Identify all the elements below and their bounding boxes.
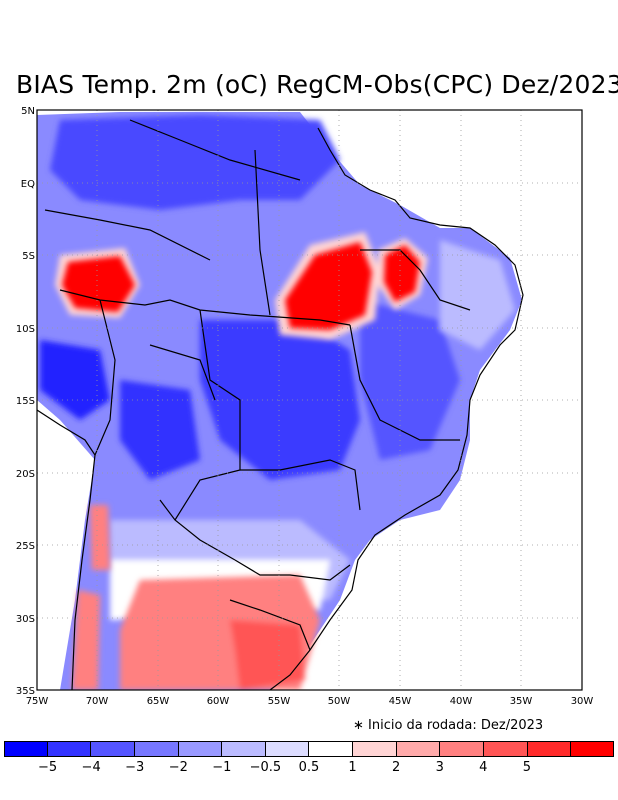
- legend-swatch: [4, 741, 48, 757]
- legend-label: −5: [37, 760, 58, 775]
- boundaries: [37, 119, 524, 690]
- border-4: [149, 344, 216, 401]
- border-9: [349, 324, 460, 441]
- west-coast: [37, 409, 96, 690]
- legend-swatch: [178, 741, 223, 757]
- legend-swatch: [265, 741, 310, 757]
- lat-label: 10S: [16, 324, 35, 335]
- border-10: [360, 249, 471, 311]
- legend-label: 4: [479, 760, 488, 775]
- lat-label: 25S: [16, 541, 35, 552]
- legend-label: −0.5: [249, 760, 282, 775]
- lon-label: 55W: [268, 696, 291, 707]
- border-11: [159, 499, 236, 561]
- legend-label: 5: [522, 760, 531, 775]
- legend-label: −3: [125, 760, 145, 775]
- legend-swatch: [353, 741, 397, 757]
- footnote: ∗ Inicio da rodada: Dez/2023: [353, 718, 544, 733]
- border-5: [240, 459, 361, 511]
- warm-hotspot-ne: [384, 245, 420, 302]
- cold-core-north: [50, 115, 340, 210]
- border-3: [94, 299, 116, 456]
- border-1: [59, 289, 351, 326]
- legend-label: 2: [392, 760, 401, 775]
- legend-label: −4: [81, 760, 101, 775]
- weak-bias-east: [440, 240, 515, 350]
- coastline: [269, 127, 524, 690]
- lat-label: EQ: [21, 179, 35, 190]
- warm-andes-north: [90, 505, 110, 570]
- lon-label: 70W: [86, 696, 109, 707]
- lon-label: 35W: [510, 696, 533, 707]
- legend-swatch: [47, 741, 92, 757]
- warm-hotspot-central: [285, 242, 372, 330]
- border-7: [229, 599, 311, 651]
- legend-swatch: [527, 741, 572, 757]
- legend-label: −2: [168, 760, 188, 775]
- cold-core-northeast: [360, 300, 460, 460]
- bias-field: [37, 112, 522, 690]
- legend-swatch: [440, 741, 485, 757]
- legend-label: 3: [435, 760, 444, 775]
- lat-label: 30S: [16, 614, 35, 625]
- legend-swatch: [571, 741, 614, 757]
- lon-label: 45W: [389, 696, 412, 707]
- lon-label: 40W: [450, 696, 473, 707]
- lon-label: 30W: [571, 696, 594, 707]
- legend-swatch: [222, 741, 266, 757]
- border-2: [174, 309, 241, 521]
- lon-label: 50W: [328, 696, 351, 707]
- lat-label: 35S: [16, 686, 35, 697]
- lat-label: 20S: [16, 469, 35, 480]
- legend-swatch: [91, 741, 135, 757]
- legend-swatch: [134, 741, 179, 757]
- legend-swatch: [484, 741, 528, 757]
- legend-label: 1: [348, 760, 357, 775]
- legend-label: −1: [212, 760, 232, 775]
- lat-label: 15S: [16, 396, 35, 407]
- lon-label: 60W: [207, 696, 230, 707]
- color-legend: [4, 741, 614, 757]
- warm-hotspot-west: [62, 256, 135, 312]
- legend-labels: −5 −4 −3 −2 −1 −0.5 0.5 1 2 3 4 5: [0, 760, 618, 778]
- lon-labels: 75W 70W 65W 60W 55W 50W 45W 40W 35W 30W: [26, 696, 594, 707]
- lon-label: 65W: [147, 696, 170, 707]
- border-12: [129, 119, 301, 181]
- graticule: [37, 110, 582, 690]
- legend-swatch: [309, 741, 354, 757]
- plot-frame: [36, 109, 583, 691]
- lat-label: 5S: [22, 251, 35, 262]
- border-13: [44, 209, 211, 261]
- border-8: [254, 149, 271, 316]
- lon-label: 75W: [26, 696, 49, 707]
- lat-labels: 5N EQ 5S 10S 15S 20S 25S 30S 35S: [16, 106, 35, 697]
- legend-swatch: [396, 741, 441, 757]
- legend-label: 0.5: [298, 760, 320, 775]
- border-6: [234, 559, 351, 581]
- warm-andes: [72, 590, 100, 690]
- warm-south-core: [230, 620, 305, 690]
- lat-label: 5N: [21, 106, 35, 117]
- map-title: BIAS Temp. 2m (oC) RegCM-Obs(CPC) Dez/20…: [16, 70, 618, 99]
- cold-core-bolivia: [120, 380, 200, 480]
